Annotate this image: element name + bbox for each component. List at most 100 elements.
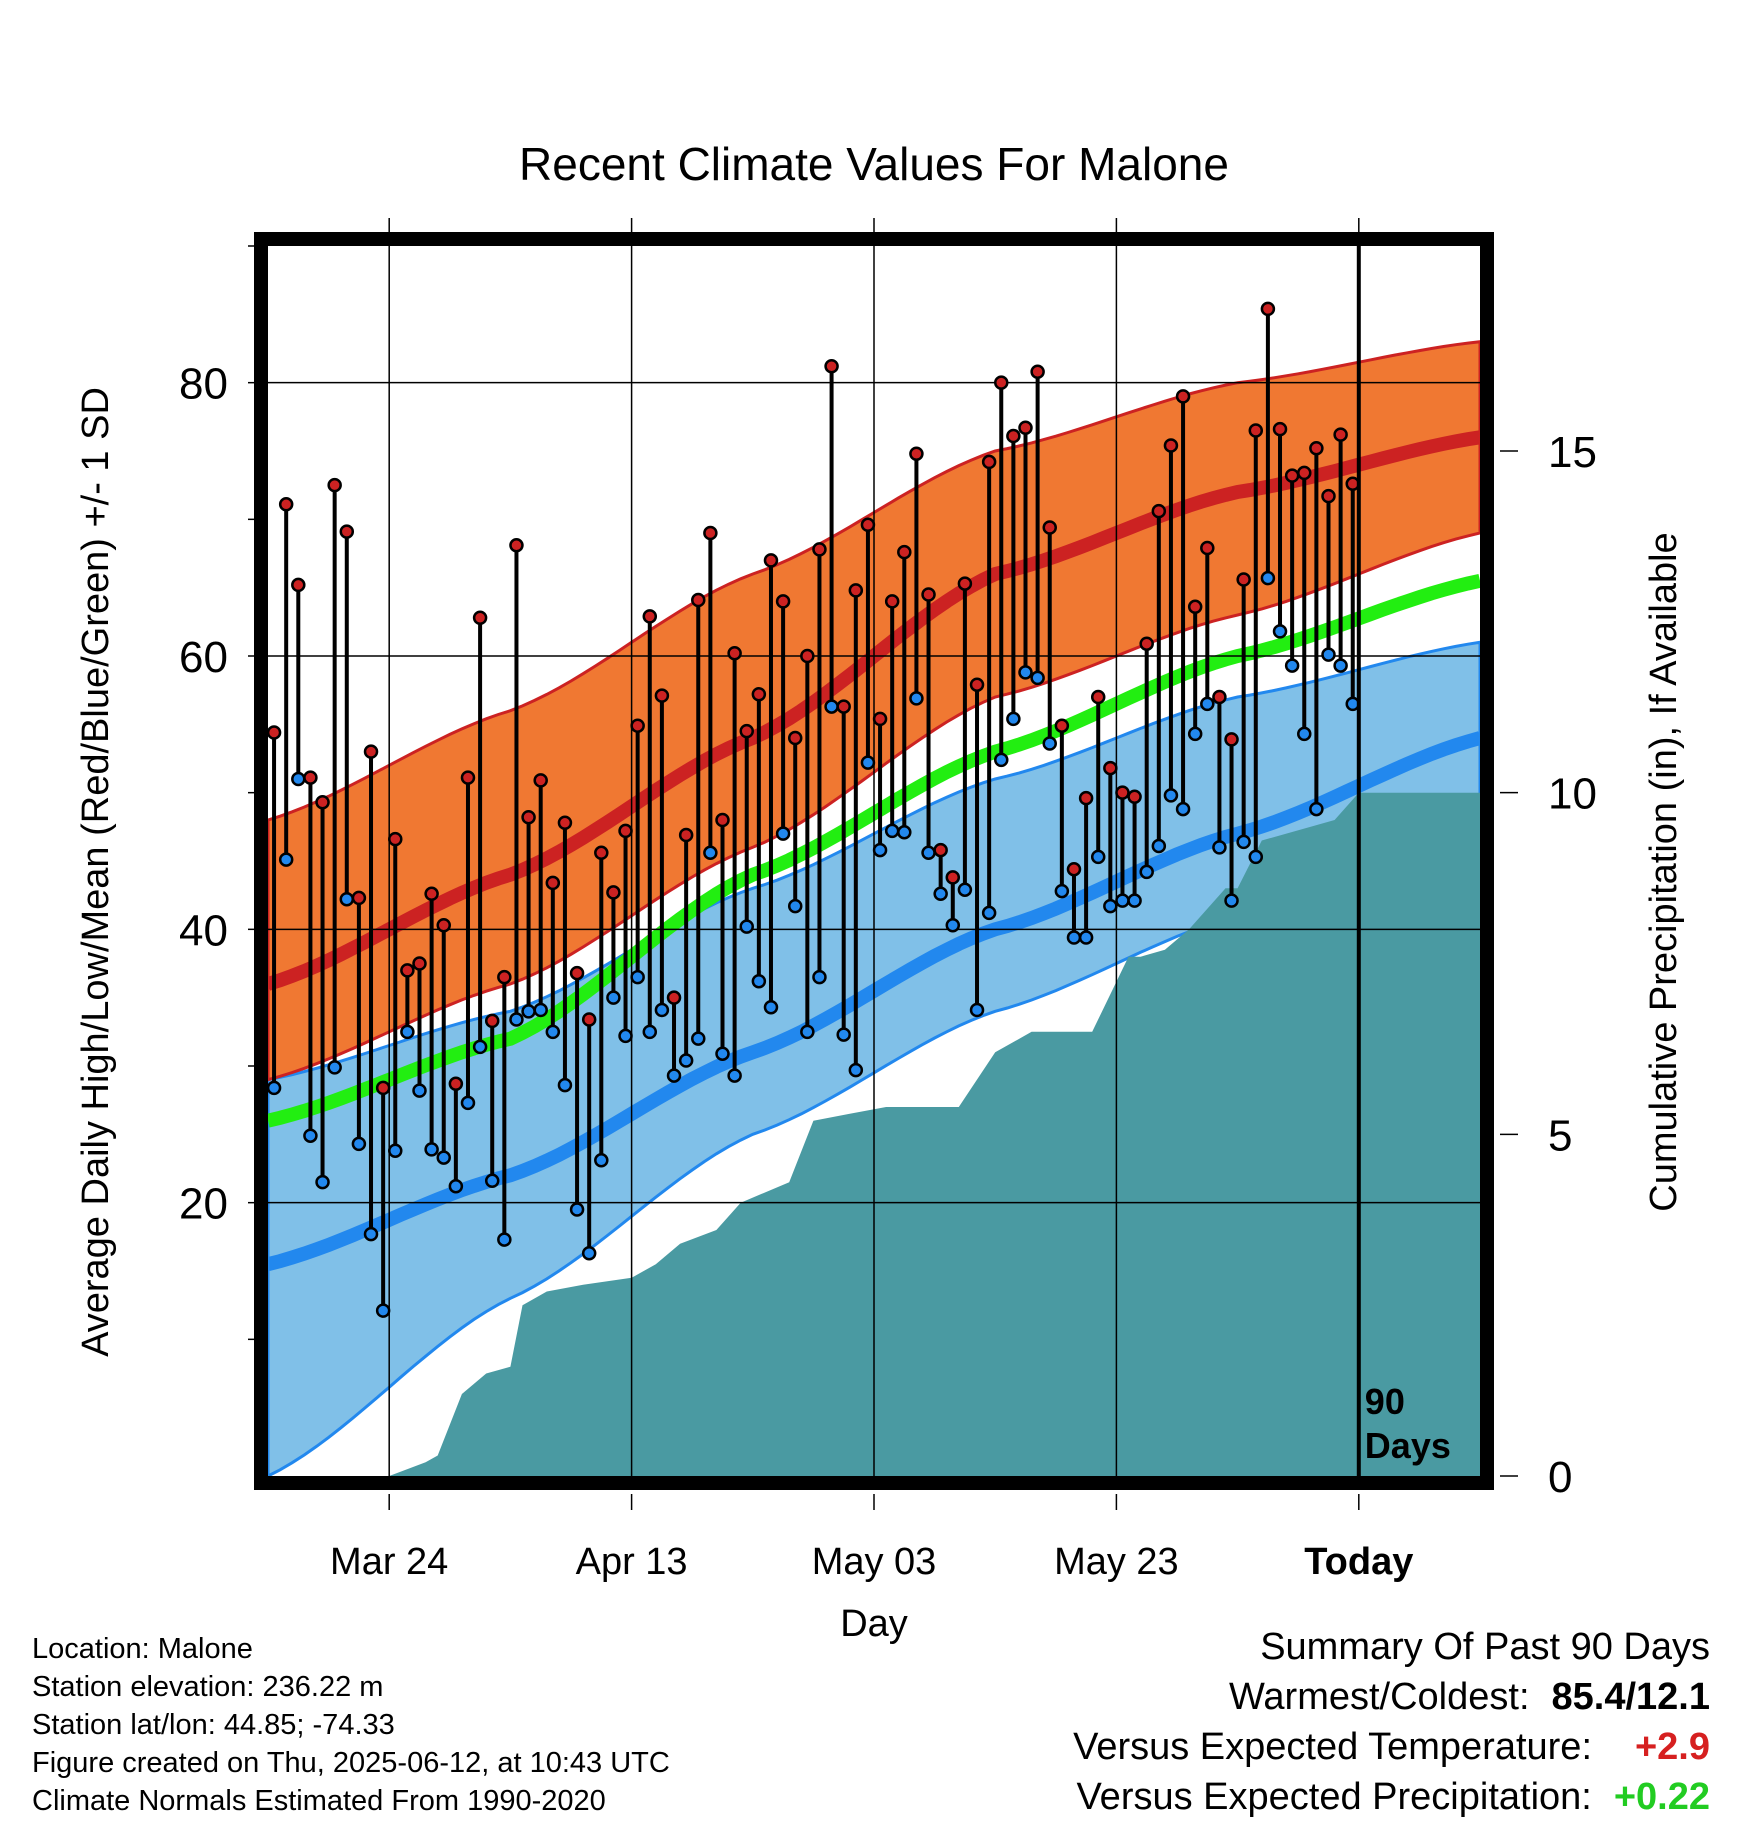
low-point [787,898,803,914]
low-point [569,1202,585,1217]
low-point [703,845,718,861]
today-days-label: 90 Days [1365,1381,1451,1466]
high-point [1236,572,1251,587]
low-point [315,1174,330,1190]
precip-anomaly-label: Versus Expected Precipitation: [1076,1776,1592,1818]
high-point [994,375,1009,390]
latlon-text: Station lat/lon: 44.85; -74.33 [32,1709,395,1741]
low-point [678,1053,694,1068]
low-point [994,752,1009,768]
location-text: Location: Malone [32,1633,253,1665]
temp-anomaly-row: Versus Expected Temperature: +2.9 [1073,1722,1710,1772]
high-point [315,794,330,810]
high-point [860,517,876,533]
high-point [872,711,888,727]
high-point [278,497,294,512]
low-point [933,886,948,902]
low-point [715,1046,730,1061]
low-point [630,969,645,985]
chart-title: Recent Climate Values For Malone [519,138,1229,190]
high-point [363,744,379,759]
high-point [1224,732,1239,747]
x-tick-label: Today [1304,1541,1413,1583]
low-point [400,1024,415,1040]
high-point [1018,420,1033,436]
high-point [594,845,609,861]
high-point [1030,364,1045,379]
low-point [436,1150,451,1165]
low-point [327,1060,342,1075]
x-tick-label: Mar 24 [330,1541,448,1583]
low-point [1321,647,1336,662]
low-point [1236,834,1251,850]
low-point [1175,801,1191,817]
high-point [497,969,512,985]
low-point [872,842,888,858]
high-point [351,890,367,906]
high-point [1309,441,1324,456]
low-point [751,974,767,989]
today-label-line: Days [1365,1425,1451,1466]
station-info: Location: Malone Station elevation: 236.… [32,1630,670,1820]
low-point [545,1024,561,1040]
low-point [775,826,791,841]
high-point [1272,421,1288,437]
high-point [715,812,730,828]
low-point [1309,801,1324,817]
high-point [703,525,718,541]
high-point [884,594,900,609]
warmest-coldest-value: 85.4/12.1 [1551,1676,1710,1718]
low-point [848,1062,864,1078]
high-point [836,699,851,714]
high-point [981,454,997,470]
high-point [1090,689,1106,705]
low-point [1200,696,1215,712]
summary-title: Summary Of Past 90 Days [1260,1626,1710,1668]
high-point [460,770,476,785]
high-point [1175,389,1191,404]
high-point [436,917,451,933]
low-point [351,1136,367,1152]
high-point [618,823,633,839]
low-point [1272,624,1288,639]
x-axis-label: Day [840,1603,908,1645]
high-point [291,577,306,593]
low-point [1090,849,1106,865]
high-point [751,687,767,702]
high-point [1187,599,1203,615]
low-point [739,919,754,934]
y-tick-label: 20 [179,1180,228,1229]
high-point [1260,301,1276,317]
high-point [933,842,948,858]
low-point [1127,893,1142,908]
high-point [678,827,694,843]
low-point [1333,658,1348,673]
warmest-coldest-row: Warmest/Coldest: 85.4/12.1 [1073,1672,1710,1722]
low-point [800,1024,815,1040]
high-point [1042,520,1057,535]
low-point [666,1068,682,1083]
y2-axis-label: Cumulative Precipitation (in), If Availa… [1643,532,1685,1211]
high-point [1103,760,1118,776]
high-point [1151,503,1167,519]
axis-ticks: 20 40 60 80 0 5 10 15 Mar 24 Apr 13 May 03 May 23 To… [179,218,1597,1583]
high-point [897,544,912,560]
high-point [909,446,924,461]
high-point [472,610,488,625]
x-tick-label: Apr 13 [576,1541,688,1583]
high-point [303,770,318,785]
high-point [1333,427,1348,442]
low-point [606,990,621,1005]
low-point [497,1232,512,1247]
low-point [1224,893,1239,908]
high-point [533,773,548,788]
low-point [1115,893,1130,908]
high-point [569,965,585,981]
high-point [630,718,645,733]
high-point [787,730,803,746]
low-point [339,892,355,907]
low-point [836,1027,851,1042]
low-point [424,1142,439,1157]
high-point [412,956,427,971]
